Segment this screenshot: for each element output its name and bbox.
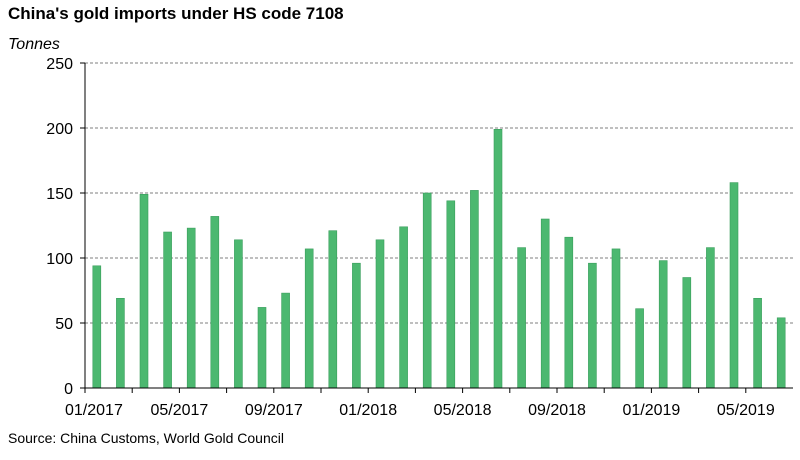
bar [470, 190, 479, 389]
bar [706, 247, 715, 389]
bar [682, 277, 692, 389]
y-tick-label: 50 [55, 316, 73, 333]
bar [729, 182, 739, 389]
bar [564, 236, 574, 389]
bar [493, 129, 503, 389]
x-tick-label: 05/2017 [150, 402, 208, 419]
bar [328, 230, 338, 389]
y-tick-label: 200 [46, 121, 73, 138]
y-tick-label: 250 [46, 56, 73, 73]
x-tick-label: 01/2017 [65, 402, 123, 419]
y-axis-label: Tonnes [8, 36, 60, 53]
bar [611, 248, 621, 389]
bar [446, 200, 456, 389]
x-tick-label: 09/2018 [528, 402, 586, 419]
x-tick-label: 05/2019 [717, 402, 775, 419]
bar [163, 231, 172, 389]
chart-source: Source: China Customs, World Gold Counci… [8, 430, 284, 446]
bar [399, 226, 408, 389]
bar [92, 265, 102, 389]
axes [80, 62, 793, 393]
x-tick-label: 01/2018 [339, 402, 397, 419]
bar [658, 260, 668, 389]
bar [776, 317, 786, 389]
x-tick-label: 05/2018 [434, 402, 492, 419]
bar [257, 307, 267, 389]
bar [304, 248, 314, 389]
y-tick-label: 150 [46, 186, 73, 203]
bar [540, 218, 550, 389]
bar [375, 239, 385, 389]
y-tick-label: 0 [64, 381, 73, 398]
bars [92, 129, 786, 389]
bar [352, 262, 361, 389]
bar [116, 297, 125, 389]
bar [517, 247, 526, 389]
bar [281, 292, 290, 389]
bar [588, 262, 597, 389]
gridlines [85, 62, 793, 324]
bar [186, 227, 196, 389]
bar [234, 239, 243, 389]
chart-title: China's gold imports under HS code 7108 [8, 4, 344, 23]
y-tick-label: 100 [46, 251, 73, 268]
bar [139, 194, 149, 389]
bar [753, 297, 762, 389]
axis-labels: 0 50 100 150 200 250 Tonnes 01/2017 05/2017 09/20… [8, 36, 775, 419]
bar [635, 308, 644, 389]
x-tick-label: 01/2019 [622, 402, 680, 419]
x-tick-label: 09/2017 [245, 402, 303, 419]
bar [422, 192, 432, 389]
bar [210, 216, 220, 389]
